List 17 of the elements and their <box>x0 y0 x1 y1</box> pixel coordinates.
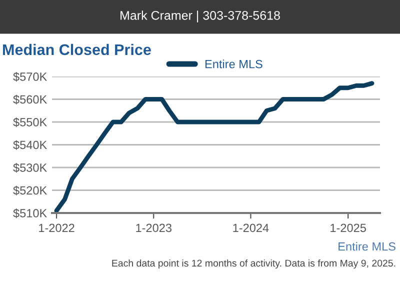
legend-label: Entire MLS <box>205 60 262 68</box>
chart-title: Median Closed Price <box>3 44 151 56</box>
y-tick-label: $550K <box>13 118 48 128</box>
x-tick-label: 1-2025 <box>330 224 366 232</box>
text: Entire MLS <box>338 242 396 251</box>
y-tick-label: $510K <box>13 208 48 218</box>
y-tick-label: $540K <box>13 140 48 150</box>
text: Each data point is 12 months of activity. Data is from May 9, 2025. <box>112 259 396 269</box>
x-tick-label: 1-2023 <box>136 224 172 232</box>
line-series <box>54 81 374 213</box>
y-tick-label: $570K <box>13 72 48 82</box>
y-tick-label: $520K <box>13 186 48 196</box>
y-tick-label: $530K <box>13 163 48 173</box>
y-tick-label: $560K <box>13 94 48 104</box>
x-tick-label: 1-2022 <box>39 224 74 232</box>
chart-subtitle: Mark Cramer | 303-378-5618 <box>120 10 280 22</box>
x-tick-label: 1-2024 <box>233 224 269 232</box>
